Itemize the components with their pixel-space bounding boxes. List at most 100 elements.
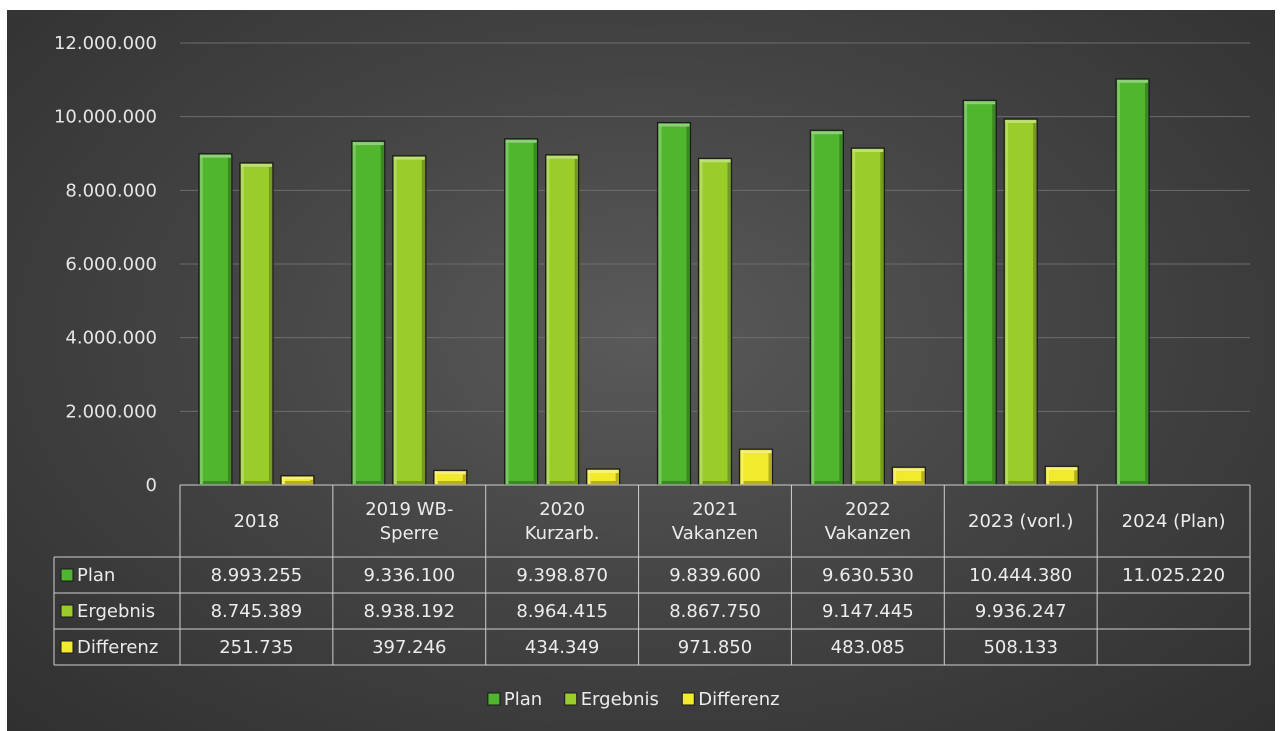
bar-bevel-top: [352, 142, 384, 146]
bar-bevel-left: [852, 149, 856, 485]
bar-plan: [351, 140, 386, 486]
bar-differenz: [1044, 465, 1079, 486]
data-label-ergebnis: 8.745.389: [211, 601, 303, 622]
bar-face: [855, 152, 881, 482]
bar-ergebnis: [697, 157, 733, 486]
legend-key-differenz: [60, 640, 74, 654]
bar-bevel-left: [964, 101, 968, 484]
data-label-differenz: 434.349: [525, 637, 599, 658]
bar-face: [1008, 123, 1034, 482]
bar-bevel-top: [505, 139, 537, 143]
legend-label-ergebnis: Ergebnis: [581, 689, 659, 710]
bar-ergebnis: [850, 147, 885, 486]
data-label-plan: 11.025.220: [1122, 565, 1225, 586]
legend-key-ergebnis: [60, 604, 74, 618]
bar-face: [814, 134, 840, 481]
bar-face: [508, 142, 534, 481]
bar-bevel-left: [658, 123, 662, 484]
bar-differenz: [280, 475, 315, 486]
row-header-ergebnis: Ergebnis: [77, 601, 155, 622]
data-label-plan: 9.398.870: [516, 565, 608, 586]
bar-differenz: [586, 468, 621, 486]
row-header-plan: Plan: [77, 565, 115, 586]
bar-face: [284, 479, 310, 481]
bar-face: [661, 126, 687, 481]
legend-swatch-differenz: [681, 692, 695, 706]
data-label-plan: 10.444.380: [969, 565, 1072, 586]
x-tick-label: Kurzarb.: [525, 523, 600, 544]
bar-bevel-top: [240, 163, 272, 167]
bar-bevel-top: [546, 155, 578, 159]
data-label-differenz: 251.735: [219, 637, 293, 658]
legend-label-differenz: Differenz: [698, 689, 779, 710]
x-tick-label: 2024 (Plan): [1122, 511, 1226, 532]
bar-differenz: [433, 469, 468, 486]
bar-differenz: [891, 466, 926, 486]
bar-plan: [656, 121, 692, 486]
data-label-differenz: 397.246: [372, 637, 446, 658]
bar-bevel-left: [352, 142, 356, 485]
y-tick-label: 2.000.000: [65, 401, 157, 422]
bar-bevel-left: [281, 476, 285, 484]
bar-face: [1049, 470, 1075, 481]
bar-bevel-left: [505, 139, 509, 484]
data-label-plan: 9.630.530: [822, 565, 914, 586]
bar-plan: [809, 129, 844, 486]
chart-frame: 0 2.000.000 4.000.000 6.000.000 8.000.000 10.…: [7, 10, 1275, 731]
bar-face: [702, 162, 728, 481]
bar-bevel-left: [893, 468, 897, 484]
bar-face: [243, 166, 269, 481]
bar-face: [1120, 82, 1146, 482]
x-tick-label: Sperre: [380, 523, 439, 544]
y-tick-label: 4.000.000: [65, 328, 157, 349]
bar-bevel-top: [740, 450, 772, 454]
data-label-plan: 8.993.255: [211, 565, 303, 586]
data-label-differenz: 483.085: [831, 637, 905, 658]
bar-plan: [962, 99, 997, 486]
y-tick-label: 0: [146, 475, 157, 496]
bar-bevel-top: [699, 159, 731, 163]
y-tick-label: 6.000.000: [65, 254, 157, 275]
y-tick-label: 12.000.000: [54, 33, 157, 54]
bar-bevel-top: [964, 101, 996, 105]
data-label-plan: 9.839.600: [669, 565, 761, 586]
bar-face: [549, 158, 575, 481]
bar-bevel-left: [240, 163, 244, 484]
bar-ergebnis: [1003, 118, 1038, 486]
bar-differenz: [738, 448, 774, 486]
x-tick-label: 2018: [234, 511, 280, 532]
bar-bevel-left: [811, 131, 815, 484]
bar-bevel-top: [852, 149, 884, 153]
bar-bevel-top: [658, 123, 690, 127]
bar-face: [896, 471, 922, 481]
x-tick-label: 2020: [539, 499, 585, 520]
x-tick-label: Vakanzen: [825, 523, 911, 544]
bar-bevel-left: [740, 450, 744, 484]
x-tick-label: 2023 (vorl.): [968, 511, 1073, 532]
data-table: 2018 2019 WB- Sperre 2020 Kurzarb. 2021 Vakanz…: [53, 484, 1251, 666]
bar-bevel-left: [546, 155, 550, 484]
row-header-differenz: Differenz: [77, 637, 158, 658]
data-label-differenz: 508.133: [983, 637, 1057, 658]
bar-bevel-top: [281, 476, 313, 480]
bar-bevel-top: [893, 468, 925, 472]
bar-bevel-left: [587, 470, 591, 484]
bar-bevel-left: [1046, 467, 1050, 484]
x-tick-label: 2022: [845, 499, 891, 520]
bars: [198, 78, 1150, 486]
x-tick-label: 2019 WB-: [365, 499, 453, 520]
legend-key-plan: [60, 568, 74, 582]
bar-face: [396, 159, 422, 481]
y-axis: 0 2.000.000 4.000.000 6.000.000 8.000.000 10.…: [54, 33, 157, 496]
bar-bevel-left: [434, 471, 438, 484]
bar-bevel-top: [199, 154, 231, 158]
data-label-ergebnis: 8.867.750: [669, 601, 761, 622]
bar-bevel-top: [434, 471, 466, 475]
bar-face: [743, 453, 769, 481]
bar-ergebnis: [545, 154, 580, 486]
data-label-differenz: 971.850: [678, 637, 752, 658]
bar-bevel-top: [1046, 467, 1078, 471]
bar-face: [437, 474, 463, 481]
data-label-plan: 9.336.100: [363, 565, 455, 586]
bar-bevel-left: [199, 154, 203, 484]
